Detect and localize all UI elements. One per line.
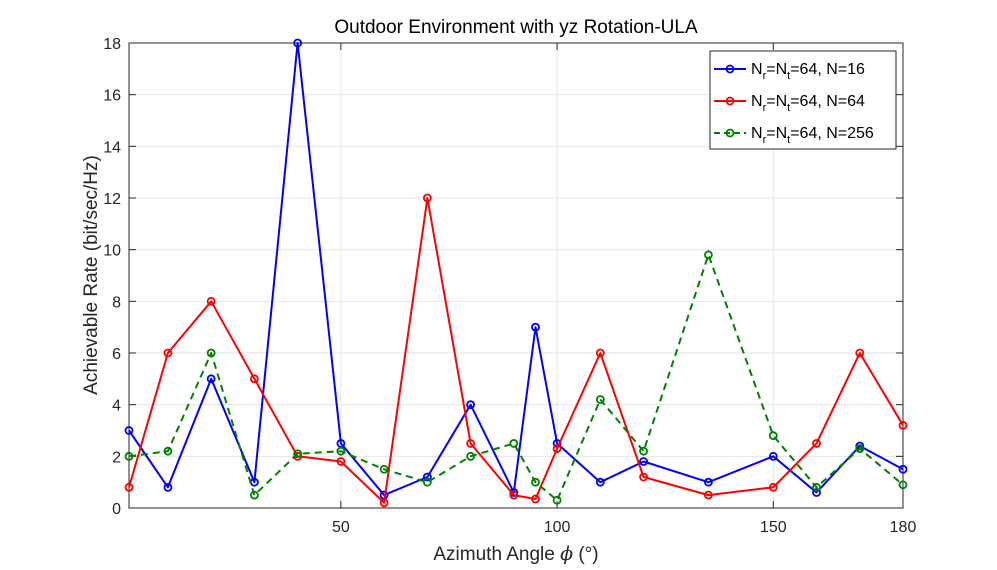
y-tick-label: 10	[103, 243, 121, 260]
data-point	[206, 296, 216, 306]
data-point	[639, 472, 648, 482]
x-tick-label: 150	[760, 519, 787, 536]
series-3	[124, 250, 908, 505]
series-1	[124, 38, 908, 500]
ticks: 0 2 4 6 8 10 12 14 16 18 50 100 150 180	[103, 36, 916, 536]
data-point	[466, 400, 475, 410]
x-tick-label: 180	[890, 519, 917, 536]
data-point	[855, 348, 865, 358]
data-point	[163, 482, 173, 492]
data-point	[768, 451, 778, 461]
data-point	[422, 472, 432, 482]
data-point	[704, 490, 713, 500]
y-tick-label: 16	[103, 88, 121, 105]
legend-label: Nr=Nt=64, N=256	[751, 125, 874, 146]
data-point	[812, 482, 821, 492]
y-tick-label: 18	[103, 36, 121, 53]
y-axis-label: Achievable Rate (bit/sec/Hz)	[81, 155, 102, 395]
legend-entry-3: Nr=Nt=64, N=256	[714, 125, 874, 146]
data-point	[124, 426, 134, 435]
data-point	[898, 464, 908, 474]
data-point	[552, 444, 562, 453]
data-point	[552, 495, 562, 505]
axes-box	[128, 42, 904, 509]
data-point	[768, 431, 778, 441]
data-point	[704, 477, 713, 487]
data-point	[531, 477, 540, 487]
data-point	[293, 38, 303, 48]
series-line	[128, 42, 904, 497]
data-point	[509, 439, 519, 448]
legend-marker	[725, 64, 735, 74]
data-point	[466, 439, 475, 448]
data-point	[124, 482, 134, 492]
data-point	[206, 348, 216, 358]
data-point	[531, 494, 540, 504]
data-point	[124, 451, 134, 461]
y-tick-label: 8	[112, 294, 121, 311]
data-point	[249, 374, 259, 384]
chart-title: Outdoor Environment with yz Rotation-ULA	[334, 17, 698, 38]
data-point	[422, 193, 432, 203]
data-point	[422, 477, 432, 487]
legend-entry-1: Nr=Nt=64, N=16	[714, 61, 865, 82]
legend-entry-2: Nr=Nt=64, N=64	[714, 93, 865, 114]
data-point	[206, 374, 216, 384]
series	[124, 38, 908, 508]
data-point	[704, 250, 713, 260]
legend-marker	[725, 128, 735, 138]
data-point	[768, 482, 778, 492]
y-tick-label: 12	[103, 191, 121, 208]
data-point	[293, 449, 303, 459]
data-point	[812, 488, 821, 497]
legend-marker	[725, 96, 735, 106]
series-2	[124, 193, 908, 508]
data-point	[639, 446, 648, 456]
x-axis-label: Azimuth Angle ϕ (°)	[433, 543, 598, 565]
y-tick-label: 6	[112, 346, 121, 363]
data-point	[898, 480, 908, 490]
x-tick-label: 50	[332, 519, 350, 536]
data-point	[249, 490, 259, 500]
data-point	[379, 498, 389, 508]
data-point	[163, 446, 173, 456]
legend: Nr=Nt=64, N=16 Nr=Nt=64, N=64 Nr=Nt=64, N=…	[709, 50, 897, 150]
y-tick-label: 14	[103, 139, 121, 156]
data-point	[639, 457, 648, 466]
data-point	[379, 464, 389, 474]
data-point	[336, 446, 346, 456]
y-tick-label: 2	[112, 449, 121, 466]
data-point	[595, 477, 605, 487]
series-line	[128, 197, 904, 504]
data-point	[595, 348, 605, 358]
data-point	[898, 420, 908, 430]
legend-label: Nr=Nt=64, N=16	[751, 61, 865, 82]
legend-label: Nr=Nt=64, N=64	[751, 93, 865, 114]
data-point	[466, 451, 475, 461]
data-point	[812, 439, 821, 448]
data-point	[855, 444, 865, 453]
y-tick-label: 0	[112, 501, 121, 518]
data-point	[163, 348, 173, 358]
y-tick-label: 4	[112, 398, 121, 415]
x-tick-label: 100	[544, 519, 571, 536]
data-point	[336, 457, 346, 466]
data-point	[509, 490, 519, 500]
data-point	[595, 395, 605, 404]
data-point	[531, 322, 540, 332]
